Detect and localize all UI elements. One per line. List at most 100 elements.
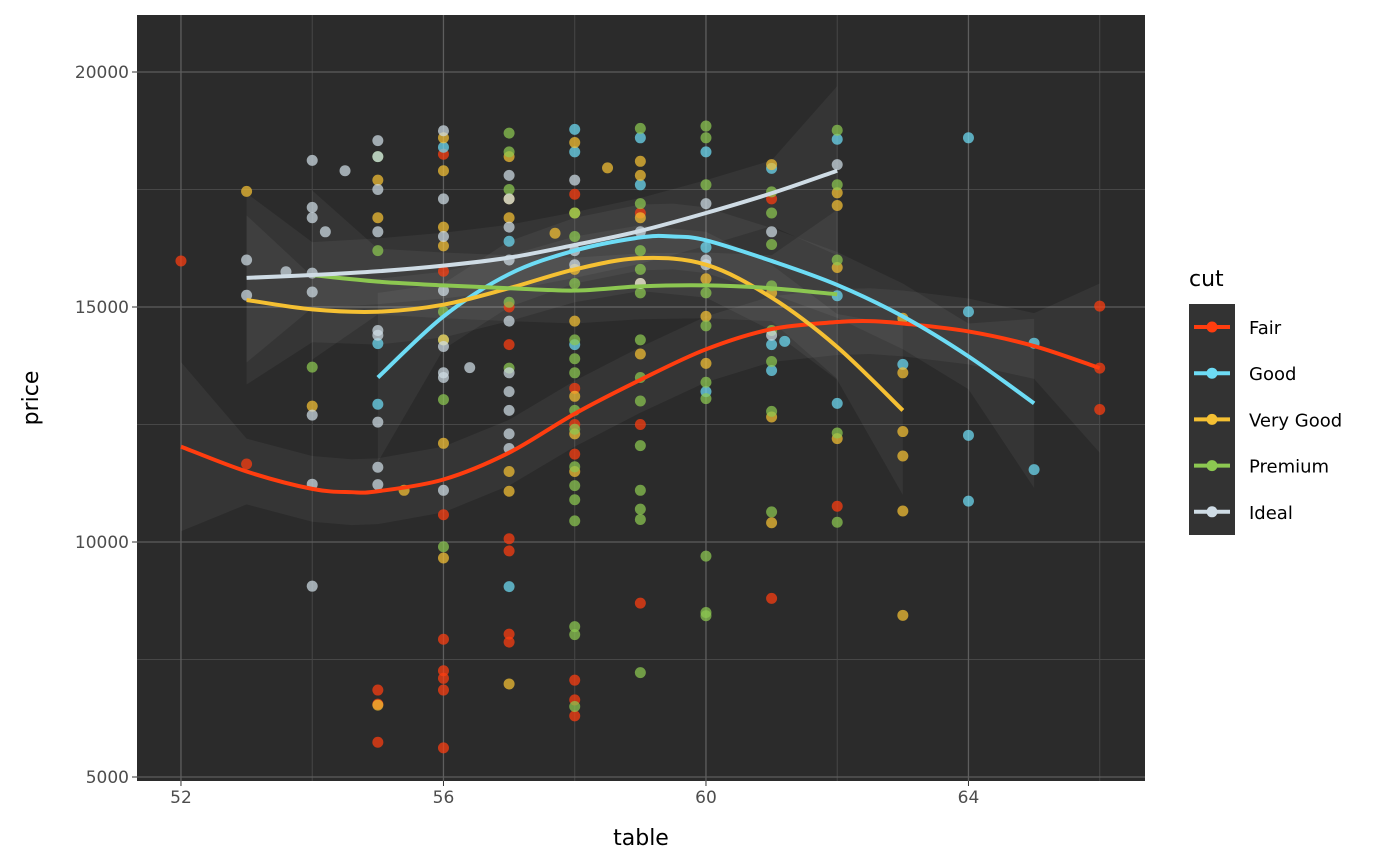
data-point-good: [503, 235, 515, 247]
data-point-good: [634, 179, 646, 191]
legend-title: cut: [1189, 267, 1224, 292]
data-point-premium: [831, 516, 843, 528]
data-point-premium: [766, 506, 778, 518]
data-point-fair: [437, 672, 449, 684]
data-point-very-good: [437, 221, 449, 233]
data-point-premium: [569, 353, 581, 365]
data-point-very-good: [503, 212, 515, 224]
data-point-ideal: [437, 125, 449, 137]
data-point-ideal: [437, 372, 449, 384]
data-point-ideal: [319, 226, 331, 238]
data-point-very-good: [700, 273, 712, 285]
data-point-very-good: [306, 400, 318, 412]
data-point-very-good: [831, 199, 843, 211]
data-point-premium: [306, 361, 318, 373]
data-point-ideal: [372, 461, 384, 473]
data-point-fair: [569, 382, 581, 394]
data-point-ideal: [437, 285, 449, 297]
data-point-good: [503, 581, 515, 593]
data-point-ideal: [372, 151, 384, 163]
legend-item-very-good: Very Good: [1194, 410, 1342, 431]
data-point-very-good: [831, 187, 843, 199]
data-point-very-good: [372, 699, 384, 711]
data-point-very-good: [372, 174, 384, 186]
data-point-premium: [634, 263, 646, 275]
y-tick-label: 20000: [75, 63, 129, 83]
data-point-premium: [831, 254, 843, 266]
data-point-very-good: [634, 348, 646, 360]
data-point-premium: [569, 480, 581, 492]
x-axis-title: table: [613, 826, 669, 851]
data-point-premium: [372, 245, 384, 257]
data-point-premium: [437, 541, 449, 553]
y-tick-label: 15000: [75, 298, 129, 318]
legend-item-good: Good: [1194, 364, 1296, 385]
legend-key-point: [1206, 506, 1218, 518]
legend-label: Fair: [1249, 318, 1282, 339]
data-point-good: [831, 133, 843, 145]
data-point-very-good: [503, 678, 515, 690]
data-point-fair: [569, 188, 581, 200]
data-point-premium: [569, 367, 581, 379]
data-point-ideal: [700, 198, 712, 210]
smooth-line-ideal: [246, 168, 838, 280]
data-point-premium: [700, 610, 712, 622]
data-point-good: [897, 358, 909, 370]
smooth-line-premium: [312, 273, 838, 297]
data-point-very-good: [634, 155, 646, 167]
data-point-very-good: [372, 212, 384, 224]
data-point-premium: [634, 334, 646, 346]
data-point-premium: [503, 127, 515, 139]
data-point-ideal: [503, 221, 515, 233]
data-point-ideal: [372, 135, 384, 147]
data-point-fair: [569, 710, 581, 722]
data-point-good: [779, 335, 791, 347]
data-point-good: [437, 141, 449, 153]
data-point-good: [962, 495, 974, 507]
smooth-lines: [180, 168, 1101, 495]
data-point-premium: [569, 621, 581, 633]
data-point-premium: [700, 179, 712, 191]
legend-key-point: [1206, 321, 1218, 333]
data-point-good: [372, 398, 384, 410]
x-tick-label: 60: [695, 788, 717, 808]
data-point-fair: [569, 448, 581, 460]
confidence-band-good: [377, 203, 1035, 488]
data-point-very-good: [897, 450, 909, 462]
data-point-very-good: [437, 240, 449, 252]
data-point-very-good: [437, 552, 449, 564]
legend-key-point: [1206, 460, 1218, 472]
data-point-very-good: [569, 137, 581, 149]
x-tick-label: 52: [170, 788, 192, 808]
data-point-premium: [503, 296, 515, 308]
data-point-very-good: [437, 165, 449, 177]
data-point-ideal: [437, 193, 449, 205]
data-point-fair: [634, 597, 646, 609]
data-point-ideal: [306, 286, 318, 298]
data-point-very-good: [503, 466, 515, 478]
smooth-line-fair: [180, 318, 1101, 495]
data-point-ideal: [437, 231, 449, 243]
data-point-very-good: [602, 162, 614, 174]
data-point-fair: [372, 736, 384, 748]
smooth-line-good: [376, 233, 1036, 405]
data-point-fair: [503, 339, 515, 351]
data-point-premium: [569, 207, 581, 219]
data-point-fair: [372, 684, 384, 696]
data-point-ideal: [372, 479, 384, 491]
data-point-premium: [569, 334, 581, 346]
smooth-line-very-good: [246, 255, 905, 412]
x-tick-label: 56: [433, 788, 455, 808]
data-point-ideal: [339, 165, 351, 177]
data-point-good: [831, 397, 843, 409]
data-point-very-good: [897, 505, 909, 517]
data-point-very-good: [241, 185, 253, 197]
data-point-good: [962, 429, 974, 441]
y-axis-title: price: [19, 371, 44, 426]
data-point-premium: [569, 701, 581, 713]
data-point-ideal: [503, 169, 515, 181]
data-point-fair: [569, 674, 581, 686]
data-point-good: [962, 132, 974, 144]
data-point-very-good: [569, 315, 581, 327]
legend-label: Premium: [1249, 457, 1329, 478]
